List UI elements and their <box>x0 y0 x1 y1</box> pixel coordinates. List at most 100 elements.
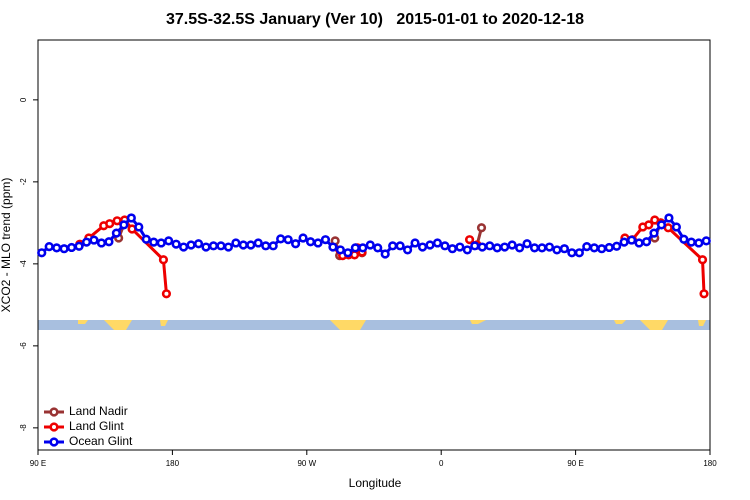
point <box>559 244 570 254</box>
point <box>604 242 614 253</box>
x-axis-label: Longitude <box>349 476 402 490</box>
point <box>537 243 547 253</box>
point <box>365 240 375 250</box>
point <box>432 238 443 248</box>
point <box>179 242 189 252</box>
point <box>447 244 458 254</box>
plot-frame <box>37 39 711 451</box>
point <box>238 240 248 250</box>
point <box>476 223 487 233</box>
point <box>626 235 637 245</box>
point <box>373 243 383 253</box>
point <box>156 238 166 248</box>
y-tick-label: -8 <box>19 424 28 432</box>
point <box>335 245 346 255</box>
point <box>529 243 540 253</box>
point <box>644 220 654 230</box>
x-tick-label: 180 <box>166 459 180 468</box>
legend-label: Land Glint <box>69 419 124 433</box>
point <box>201 242 211 252</box>
point <box>261 241 271 251</box>
point <box>500 242 510 252</box>
point <box>112 216 122 226</box>
point <box>74 241 84 251</box>
point <box>149 237 159 247</box>
point <box>186 240 196 250</box>
legend-label: Land Nadir <box>69 404 128 418</box>
point <box>574 248 584 258</box>
point <box>66 242 77 253</box>
point <box>697 255 708 265</box>
point <box>656 220 667 230</box>
chart-title: 37.5S-32.5S January (Ver 10) 2015-01-01 … <box>166 11 584 28</box>
map-strip <box>38 320 710 330</box>
point <box>597 244 607 254</box>
point <box>328 242 338 252</box>
point <box>552 245 562 255</box>
point <box>343 248 353 258</box>
point <box>171 239 181 249</box>
point <box>59 244 69 254</box>
point <box>96 238 107 248</box>
point <box>164 236 174 246</box>
point <box>246 240 256 250</box>
point <box>612 241 622 251</box>
point <box>216 241 226 251</box>
point <box>52 243 62 253</box>
point <box>679 234 689 244</box>
point <box>44 242 54 252</box>
point <box>158 255 169 265</box>
x-tick-label: 90 E <box>567 459 583 468</box>
point <box>111 228 121 238</box>
point <box>268 241 278 251</box>
point <box>671 222 682 232</box>
legend-label: Ocean Glint <box>69 434 133 448</box>
point <box>395 241 405 251</box>
point <box>582 242 592 252</box>
point <box>119 220 129 230</box>
point <box>567 248 577 258</box>
point <box>358 243 368 253</box>
point <box>104 237 114 247</box>
y-tick-label: -4 <box>19 260 28 268</box>
point <box>477 242 487 252</box>
y-tick-label: 0 <box>19 97 28 102</box>
point <box>641 237 652 247</box>
point <box>699 289 709 299</box>
point <box>313 238 323 248</box>
point <box>403 245 413 255</box>
point <box>464 235 475 245</box>
point <box>105 219 115 229</box>
x-tick-label: 90 E <box>30 459 46 468</box>
point <box>388 241 398 251</box>
point <box>193 239 204 249</box>
point <box>514 243 525 253</box>
series-line <box>78 218 706 294</box>
point <box>134 222 144 232</box>
y-axis-label: XCO2 - MLO trend (ppm) <box>0 178 13 313</box>
point <box>462 245 472 255</box>
point <box>455 242 465 252</box>
point <box>291 239 301 249</box>
point <box>664 213 674 223</box>
point <box>619 237 629 247</box>
point <box>305 237 316 247</box>
point <box>492 243 502 253</box>
point <box>276 234 286 244</box>
point <box>298 233 308 243</box>
point <box>522 239 532 249</box>
point <box>544 242 555 252</box>
point <box>649 228 659 238</box>
point <box>507 240 517 250</box>
x-tick-label: 180 <box>703 459 717 468</box>
point <box>81 237 92 247</box>
point <box>589 243 599 253</box>
point <box>37 248 47 258</box>
point <box>253 238 263 248</box>
point <box>350 243 360 253</box>
x-tick-label: 90 W <box>297 459 316 468</box>
legend-marker <box>49 422 59 432</box>
point <box>485 241 495 251</box>
